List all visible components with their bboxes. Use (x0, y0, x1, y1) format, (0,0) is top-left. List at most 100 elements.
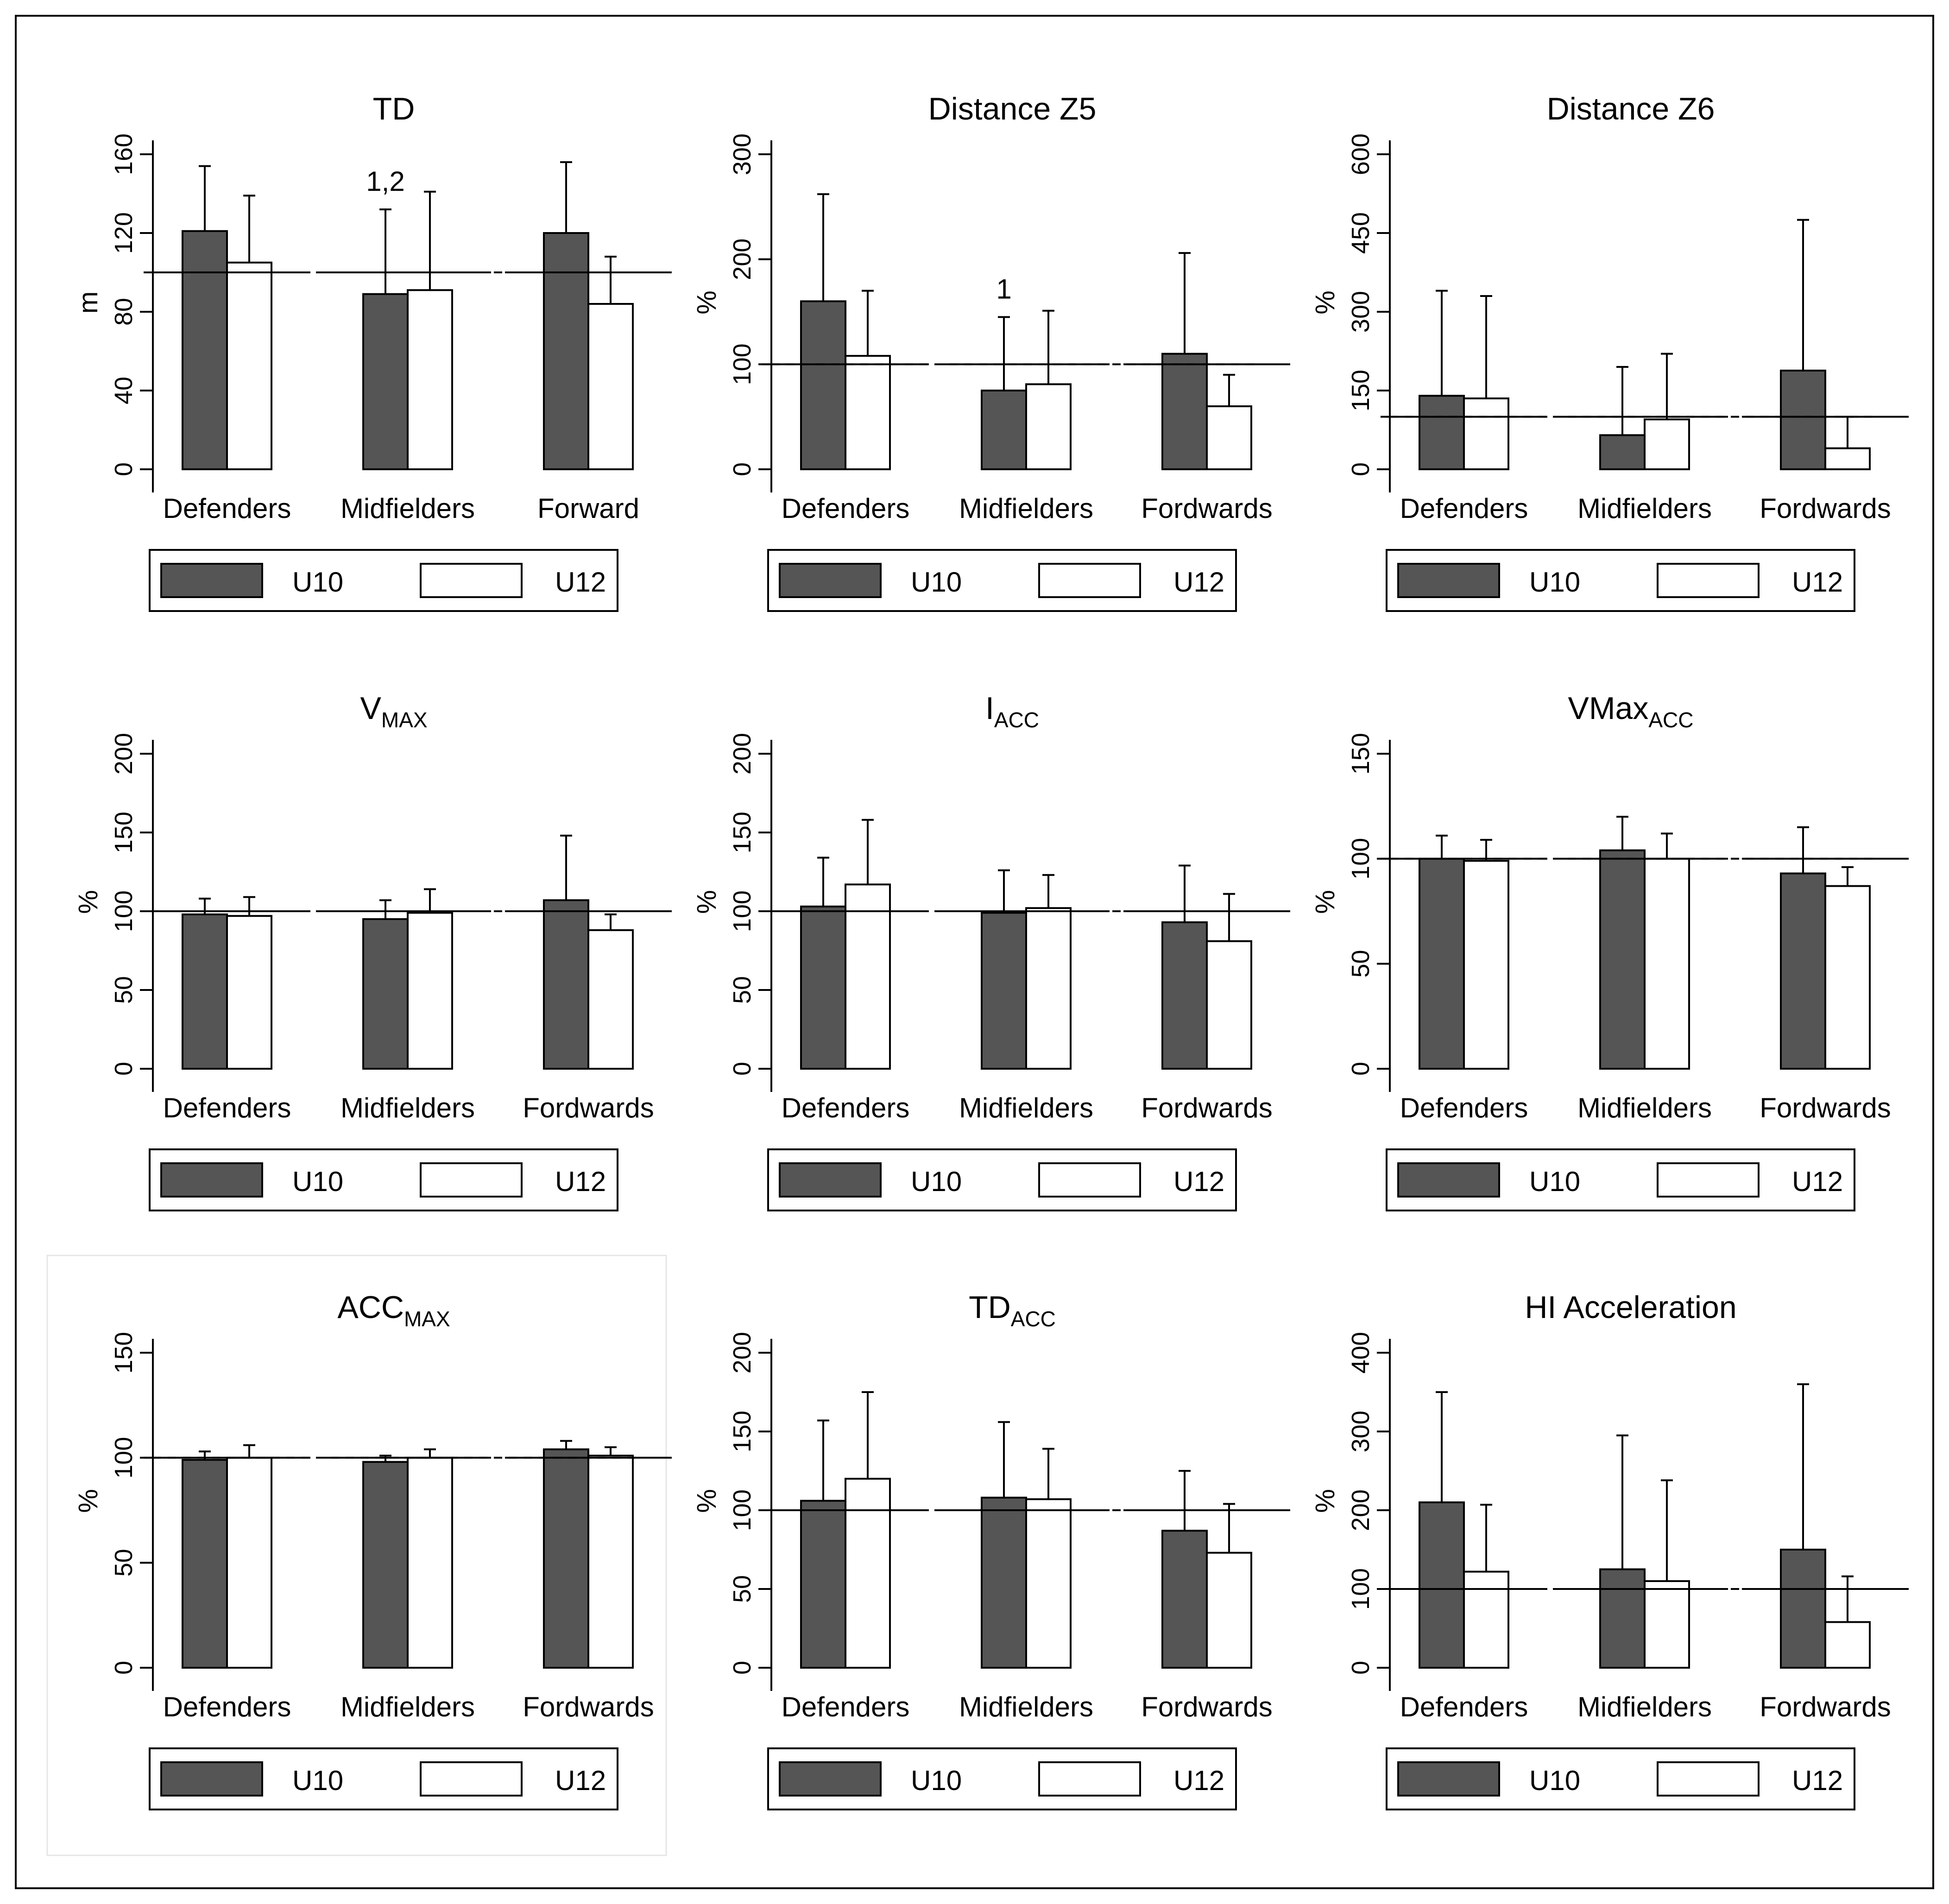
legend-label-u12: U12 (555, 1765, 606, 1796)
x-tick-label: Fordwards (523, 1092, 654, 1123)
bar-u10 (1419, 857, 1465, 1070)
y-tick-label: 150 (110, 812, 138, 853)
annotation-label: 1,2 (366, 166, 404, 197)
y-tick-label: 40 (110, 377, 138, 404)
bar-u10 (362, 1461, 409, 1669)
legend-label-u12: U12 (1173, 1765, 1224, 1796)
bar-u10 (1780, 369, 1826, 471)
x-tick-label: Defenders (163, 1691, 291, 1722)
legend-label-u10: U10 (292, 1765, 343, 1796)
legend-label-u12: U12 (1792, 567, 1843, 598)
x-tick-label: Fordwards (1141, 1691, 1272, 1722)
bar-u12 (1644, 857, 1690, 1070)
x-tick-label: Defenders (1400, 1092, 1528, 1123)
legend-label-u12: U12 (1792, 1765, 1843, 1796)
legend-swatch-u12 (1038, 1761, 1141, 1797)
legend-label-u12: U12 (1792, 1166, 1843, 1197)
y-tick-label: 80 (110, 298, 138, 326)
legend-label-u10: U10 (911, 1166, 962, 1197)
legend-swatch-u12 (1657, 1162, 1760, 1198)
x-tick-label: Midfielders (1577, 493, 1712, 524)
legend-label-u12: U12 (555, 567, 606, 598)
y-tick-label: 450 (1347, 212, 1375, 254)
y-tick-label: 150 (1347, 370, 1375, 411)
y-tick-label: 100 (110, 1437, 138, 1479)
y-tick-label: 160 (110, 133, 138, 175)
x-tick-label: Midfielders (341, 1092, 475, 1123)
y-tick-label: 300 (1347, 291, 1375, 333)
bar-u10 (1599, 1568, 1646, 1669)
y-axis-label: % (692, 890, 722, 914)
x-tick-label: Fordwards (1141, 1092, 1272, 1123)
y-tick-label: 0 (110, 1661, 138, 1675)
x-tick-label: Fordwards (1141, 493, 1272, 524)
legend-label-u10: U10 (911, 1765, 962, 1796)
y-tick-label: 0 (1347, 1661, 1375, 1675)
x-tick-label: Defenders (782, 493, 910, 524)
y-tick-label: 120 (110, 212, 138, 254)
legend-label-u10: U10 (911, 567, 962, 598)
bar-u10 (1161, 921, 1208, 1070)
chart-title: HI Acceleration (1525, 1290, 1736, 1325)
bar-u10 (1780, 1549, 1826, 1669)
bar-u12 (1463, 397, 1509, 470)
y-tick-label: 150 (1347, 733, 1375, 775)
legend-label-u10: U10 (1529, 1765, 1580, 1796)
bar-u10 (800, 905, 846, 1070)
bar-u10 (981, 912, 1027, 1070)
bar-u10 (543, 232, 589, 470)
bar-u10 (362, 293, 409, 470)
legend-swatch-u12 (1038, 1162, 1141, 1198)
y-tick-label: 200 (110, 733, 138, 775)
x-tick-label: Midfielders (341, 1691, 475, 1722)
legend-swatch-u10 (779, 563, 882, 598)
y-axis-label: % (73, 890, 103, 914)
chart-title-subscript: ACC (994, 708, 1039, 732)
bar-u12 (587, 303, 634, 470)
legend-swatch-u10 (160, 563, 263, 598)
bar-u10 (981, 390, 1027, 470)
y-tick-label: 600 (1347, 133, 1375, 175)
legend-label-u10: U10 (292, 1166, 343, 1197)
y-tick-label: 50 (110, 976, 138, 1004)
chart-title: Distance Z5 (928, 91, 1097, 126)
y-tick-label: 0 (728, 1062, 756, 1076)
x-tick-label: Midfielders (959, 1691, 1093, 1722)
chart-panel-9: HI Acceleration 0 100 200 300 400% Defenders Mi… (1310, 1290, 1909, 1810)
y-tick-label: 0 (1347, 462, 1375, 476)
bar-u12 (1206, 405, 1252, 470)
x-tick-label: Defenders (782, 1092, 910, 1123)
chart-title-subscript: MAX (381, 708, 428, 732)
y-tick-label: 100 (728, 1489, 756, 1531)
bar-u10 (182, 230, 228, 470)
y-tick-label: 50 (728, 1575, 756, 1603)
bar-u10 (182, 913, 228, 1070)
bar-u12 (1463, 860, 1509, 1070)
x-tick-label: Midfielders (959, 1092, 1093, 1123)
y-axis-label: % (1310, 1489, 1340, 1513)
bar-u12 (1025, 1498, 1072, 1669)
y-axis-label: % (1310, 890, 1340, 914)
x-tick-label: Fordwards (523, 1691, 654, 1722)
legend-swatch-u10 (1397, 1761, 1500, 1797)
legend-label-u12: U12 (1173, 567, 1224, 598)
y-axis-label: % (1310, 290, 1340, 315)
chart-title: TD (373, 91, 415, 126)
bar-u12 (226, 915, 272, 1070)
legend-swatch-u12 (1657, 563, 1760, 598)
legend-swatch-u10 (1397, 1162, 1500, 1198)
panel-frame (46, 1255, 667, 1856)
y-tick-label: 0 (728, 462, 756, 476)
bar-u10 (1599, 849, 1646, 1070)
y-tick-label: 0 (110, 462, 138, 476)
y-tick-label: 300 (728, 133, 756, 175)
y-tick-label: 150 (110, 1332, 138, 1374)
bar-u10 (543, 899, 589, 1070)
bar-u10 (1780, 872, 1826, 1070)
bar-u10 (182, 1459, 228, 1669)
bar-u10 (800, 1500, 846, 1669)
chart-title-subscript: ACC (1648, 708, 1693, 732)
